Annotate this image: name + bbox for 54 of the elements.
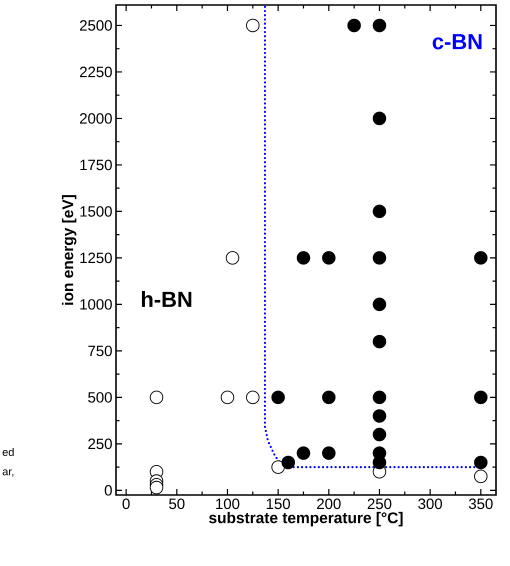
point bbox=[271, 460, 285, 474]
y-tick-label: 1500 bbox=[80, 206, 112, 217]
point bbox=[322, 390, 336, 404]
y-tick-label: 2500 bbox=[80, 20, 112, 31]
point bbox=[322, 251, 336, 265]
point bbox=[474, 470, 488, 484]
x-tick-label: 200 bbox=[317, 498, 341, 510]
y-tick-label: 250 bbox=[88, 438, 112, 450]
point bbox=[372, 18, 386, 32]
x-tick-label: 150 bbox=[266, 498, 290, 510]
text: ed bbox=[2, 448, 14, 456]
y-tick-label: 2000 bbox=[80, 113, 112, 124]
y-tick-label: 500 bbox=[88, 392, 112, 403]
x-tick-label: 0 bbox=[122, 498, 130, 510]
y-tick-label: 1750 bbox=[80, 160, 112, 170]
point bbox=[226, 251, 240, 265]
y-axis-title: ion energy [eV] bbox=[62, 195, 76, 305]
x-tick-label: 50 bbox=[169, 498, 185, 510]
x-axis-title: substrate temperature [°C] bbox=[209, 512, 403, 526]
point bbox=[282, 456, 296, 470]
y-tick-label: 0 bbox=[104, 485, 112, 496]
point bbox=[150, 480, 164, 494]
point bbox=[271, 390, 285, 404]
y-tick-label: 2250 bbox=[80, 66, 112, 78]
point bbox=[372, 428, 386, 442]
x-tick-label: 350 bbox=[468, 498, 493, 510]
point bbox=[474, 251, 488, 265]
point bbox=[474, 390, 488, 404]
point bbox=[372, 456, 386, 470]
point bbox=[150, 390, 164, 404]
point bbox=[372, 409, 386, 423]
point bbox=[246, 390, 260, 404]
point bbox=[296, 446, 310, 460]
point bbox=[220, 390, 234, 404]
point bbox=[372, 334, 386, 348]
point bbox=[296, 251, 310, 265]
point bbox=[372, 390, 386, 404]
point bbox=[347, 18, 361, 32]
x-tick-label: 100 bbox=[216, 498, 240, 510]
point bbox=[372, 298, 386, 312]
point bbox=[372, 251, 386, 265]
x-tick-label: 250 bbox=[368, 498, 392, 510]
point bbox=[474, 456, 488, 470]
point bbox=[372, 112, 386, 126]
annotation: h-BN bbox=[142, 291, 192, 307]
x-tick-label: 300 bbox=[418, 498, 442, 510]
point bbox=[322, 446, 336, 460]
point bbox=[246, 18, 260, 32]
point bbox=[372, 204, 386, 218]
annotation: c-BN bbox=[432, 34, 482, 50]
y-tick-label: 750 bbox=[88, 346, 112, 356]
y-tick-label: 1250 bbox=[80, 252, 112, 264]
text: ar, bbox=[2, 469, 14, 477]
y-tick-label: 1000 bbox=[80, 299, 112, 310]
